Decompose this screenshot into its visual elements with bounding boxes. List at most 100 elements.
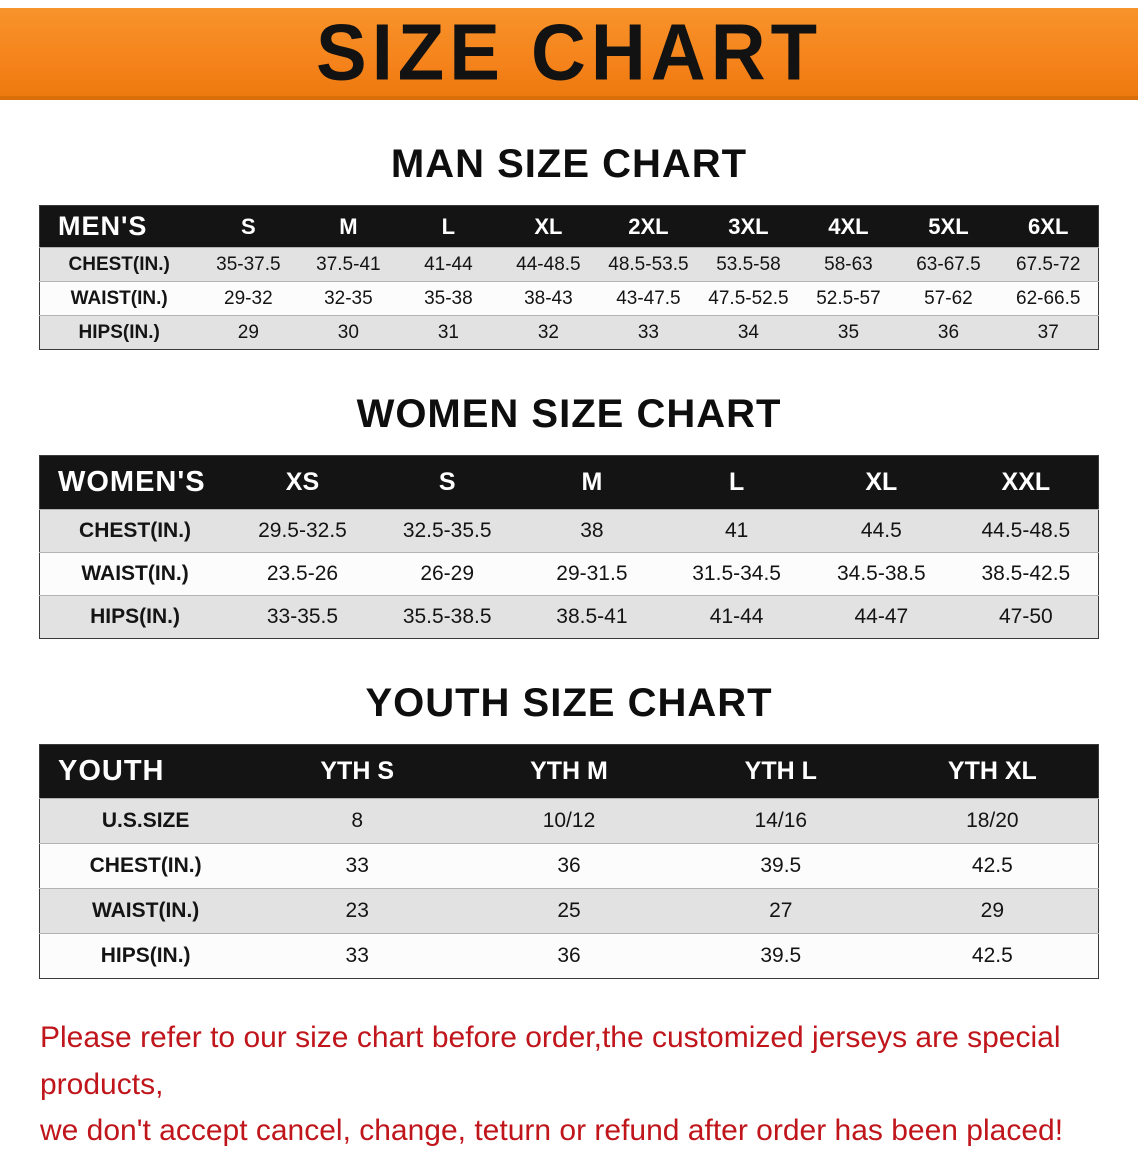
table-corner-label: YOUTH xyxy=(39,744,252,799)
table-row: CHEST(IN.) 33 36 39.5 42.5 xyxy=(39,843,1099,889)
size-column-header: YTH L xyxy=(674,744,887,799)
table-corner-label: WOMEN'S xyxy=(39,455,231,510)
table-row: WAIST(IN.) 29-32 32-35 35-38 38-43 43-47.5 47.… xyxy=(39,281,1099,316)
size-value-cell: 32 xyxy=(537,321,559,343)
size-column-header: XL xyxy=(498,205,599,248)
table-header-row: MEN'S S M L XL 2XL 3XL 4XL 5XL 6XL xyxy=(39,205,1099,248)
youth-size-table: YOUTH YTH S YTH M YTH L YTH XL U.S.SIZE 8 10/12… xyxy=(39,744,1099,979)
size-value-cell: 35.5-38.5 xyxy=(402,605,492,628)
size-value-cell: 35 xyxy=(837,321,860,343)
size-value-cell: 52.5-57 xyxy=(816,287,881,309)
size-value-cell: 62-66.5 xyxy=(1016,287,1081,309)
order-policy-note-line2: we don't accept cancel, change, teturn o… xyxy=(40,1114,1064,1147)
size-value-cell: 33 xyxy=(637,321,659,343)
size-value-cell: 31.5-34.5 xyxy=(692,562,781,585)
row-label: CHEST(IN.) xyxy=(89,854,202,877)
table-row: HIPS(IN.) 33 36 39.5 42.5 xyxy=(39,933,1099,979)
size-value-cell: 29-31.5 xyxy=(556,562,628,585)
table-row: CHEST(IN.) 35-37.5 37.5-41 41-44 44-48.5 48.5… xyxy=(39,247,1099,282)
size-column-header: 5XL xyxy=(898,205,999,248)
size-value-cell: 26-29 xyxy=(420,562,475,585)
row-label: CHEST(IN.) xyxy=(79,519,192,542)
table-row: CHEST(IN.) 29.5-32.5 32.5-35.5 38 41 44.5 44.5… xyxy=(39,509,1099,553)
size-value-cell: 38 xyxy=(580,519,604,542)
size-column-header: L xyxy=(664,455,809,510)
table-row: U.S.SIZE 8 10/12 14/16 18/20 xyxy=(39,798,1099,844)
row-label: HIPS(IN.) xyxy=(78,321,160,343)
size-column-header: 3XL xyxy=(698,205,799,248)
size-value-cell: 44.5 xyxy=(860,519,902,542)
size-value-cell: 53.5-58 xyxy=(716,253,781,275)
size-value-cell: 47.5-52.5 xyxy=(708,287,789,309)
size-column-header: S xyxy=(374,455,520,510)
size-value-cell: 42.5 xyxy=(971,854,1013,877)
size-value-cell: 34.5-38.5 xyxy=(836,562,926,585)
table-row: HIPS(IN.) 29 30 31 32 33 34 35 36 37 xyxy=(39,315,1099,350)
youth-size-chart-section: YOUTH SIZE CHART YOUTH YTH S YTH M YTH L YTH… xyxy=(0,681,1138,979)
size-value-cell: 33 xyxy=(345,944,369,967)
size-value-cell: 10/12 xyxy=(542,809,596,832)
size-value-cell: 27 xyxy=(769,899,793,922)
row-label: WAIST(IN.) xyxy=(91,899,200,922)
women-size-chart-section: WOMEN SIZE CHART WOMEN'S XS S M L XL XXL CHEST(… xyxy=(0,392,1138,639)
row-label: CHEST(IN.) xyxy=(68,253,170,275)
size-value-cell: 32.5-35.5 xyxy=(402,519,492,542)
size-value-cell: 44.5-48.5 xyxy=(981,519,1071,542)
size-value-cell: 38.5-41 xyxy=(556,605,628,628)
size-value-cell: 41-44 xyxy=(709,605,764,628)
order-policy-note-line1: Please refer to our size chart before or… xyxy=(40,1021,1061,1101)
size-column-header: M xyxy=(298,205,399,248)
size-column-header: YTH M xyxy=(463,744,675,799)
table-corner-label: MEN'S xyxy=(39,205,199,248)
table-row: WAIST(IN.) 23.5-26 26-29 29-31.5 31.5-34.5 34… xyxy=(39,552,1099,596)
size-column-header: XL xyxy=(808,455,954,510)
size-value-cell: 67.5-72 xyxy=(1016,253,1081,275)
size-value-cell: 35-37.5 xyxy=(216,253,281,275)
banner-title: SIZE CHART xyxy=(316,7,822,97)
row-label: WAIST(IN.) xyxy=(81,562,189,585)
size-value-cell: 44-47 xyxy=(854,605,909,628)
table-header-row: WOMEN'S XS S M L XL XXL xyxy=(39,455,1099,510)
size-column-header: XXL xyxy=(953,455,1099,510)
size-value-cell: 30 xyxy=(337,321,359,343)
size-column-header: 4XL xyxy=(798,205,899,248)
size-value-cell: 58-63 xyxy=(824,253,873,275)
size-column-header: L xyxy=(398,205,499,248)
size-column-header: M xyxy=(519,455,665,510)
size-value-cell: 31 xyxy=(437,321,459,343)
size-column-header: 2XL xyxy=(598,205,699,248)
size-value-cell: 36 xyxy=(937,321,960,343)
size-value-cell: 23.5-26 xyxy=(266,562,339,585)
size-value-cell: 29.5-32.5 xyxy=(258,519,347,542)
size-value-cell: 25 xyxy=(557,899,581,922)
women-chart-heading: WOMEN SIZE CHART xyxy=(356,392,782,436)
men-size-chart-section: MAN SIZE CHART MEN'S S M L XL 2XL 3XL 4XL 5XL 6XL… xyxy=(0,142,1138,350)
size-value-cell: 33-35.5 xyxy=(266,605,339,628)
table-header-row: YOUTH YTH S YTH M YTH L YTH XL xyxy=(39,744,1099,799)
size-column-header: XS xyxy=(230,455,375,510)
size-value-cell: 14/16 xyxy=(754,809,808,832)
size-value-cell: 29 xyxy=(237,321,259,343)
size-value-cell: 63-67.5 xyxy=(916,253,981,275)
size-column-header: 6XL xyxy=(998,205,1099,248)
row-label: U.S.SIZE xyxy=(101,809,190,832)
row-label: WAIST(IN.) xyxy=(70,287,168,309)
size-value-cell: 34 xyxy=(737,321,759,343)
size-value-cell: 41 xyxy=(724,519,749,542)
size-value-cell: 48.5-53.5 xyxy=(608,253,689,275)
women-size-table: WOMEN'S XS S M L XL XXL CHEST(IN.) 29.5-32.5 32.5… xyxy=(39,455,1099,639)
table-row: WAIST(IN.) 23 25 27 29 xyxy=(39,888,1099,934)
size-column-header: YTH XL xyxy=(886,744,1099,799)
size-value-cell: 38-43 xyxy=(524,287,573,309)
size-value-cell: 33 xyxy=(345,854,369,877)
size-column-header: S xyxy=(198,205,299,248)
size-value-cell: 41-44 xyxy=(424,253,473,275)
size-column-header: YTH S xyxy=(251,744,464,799)
size-value-cell: 38.5-42.5 xyxy=(981,562,1071,585)
size-value-cell: 39.5 xyxy=(760,854,802,877)
size-chart-banner: SIZE CHART xyxy=(0,7,1138,100)
size-value-cell: 32-35 xyxy=(324,287,373,309)
size-value-cell: 35-38 xyxy=(424,287,473,309)
table-row: HIPS(IN.) 33-35.5 35.5-38.5 38.5-41 41-44 44-… xyxy=(39,595,1099,639)
size-value-cell: 47-50 xyxy=(998,605,1053,628)
